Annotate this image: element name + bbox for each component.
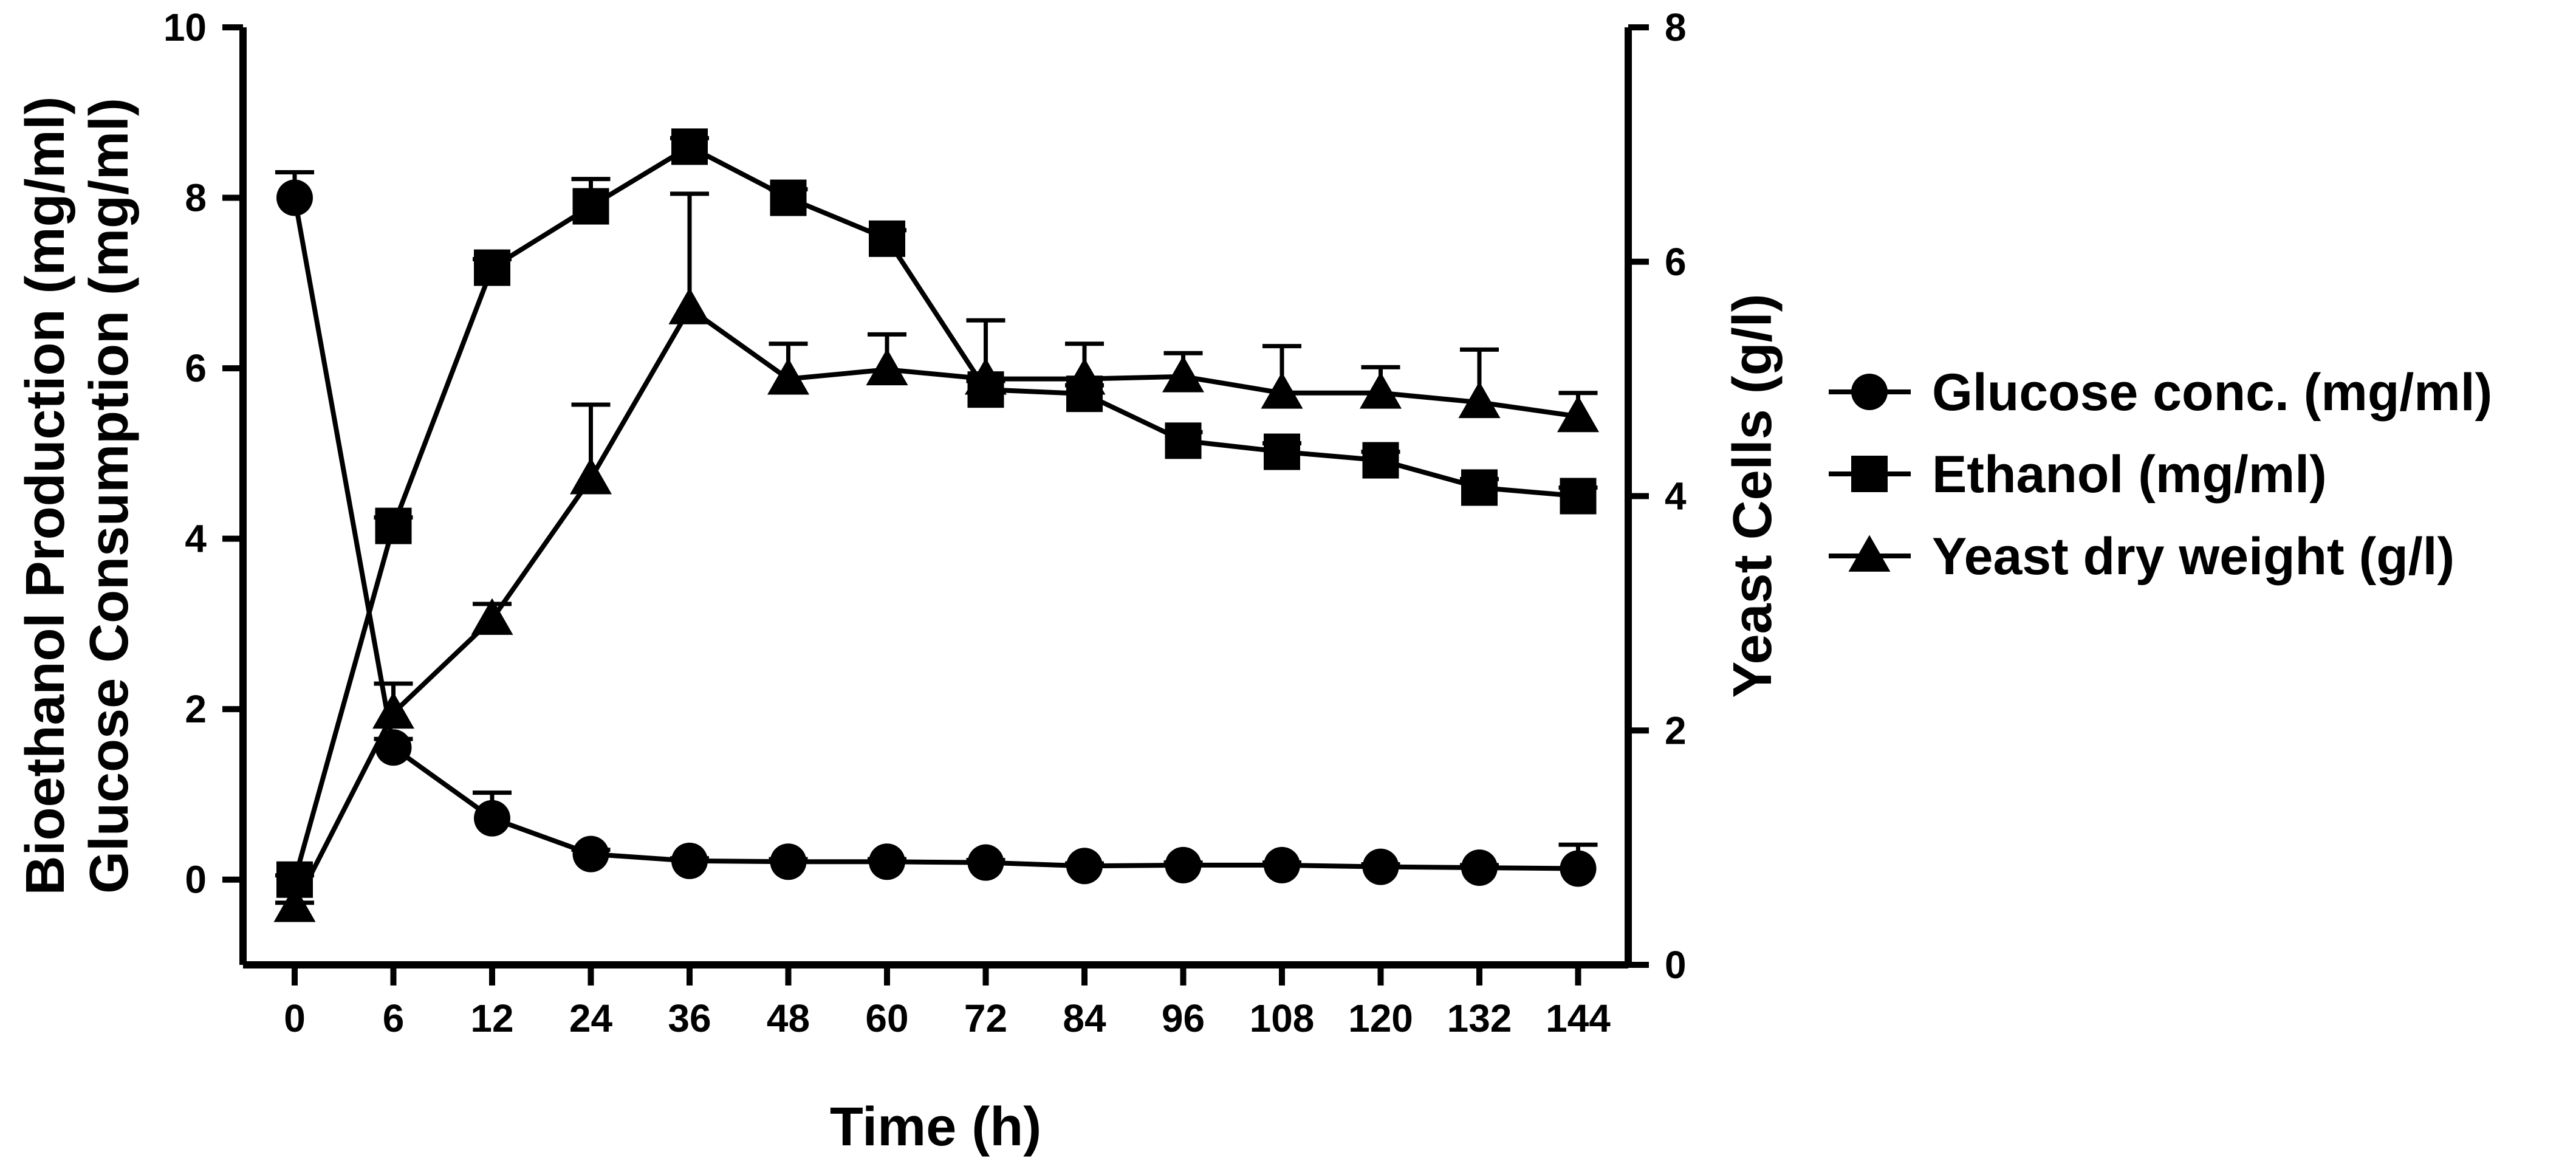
right-y-tick-label: 4	[1665, 475, 1687, 518]
left-y-tick-label: 8	[185, 176, 207, 220]
legend-marker-square	[1851, 456, 1888, 492]
data-point	[1165, 422, 1202, 459]
x-tick-label: 6	[383, 996, 405, 1040]
legend-label: Yeast dry weight (g/l)	[1932, 527, 2454, 586]
series-line	[292, 197, 1578, 871]
data-point	[1063, 358, 1106, 395]
legend-marker-triangle	[1848, 535, 1891, 572]
x-tick-label: 12	[470, 996, 513, 1040]
x-ticks: 0 6 12 24 36 48 60 72 84 96 108 120 132 144	[284, 965, 1611, 1040]
x-tick-label: 0	[284, 996, 306, 1040]
x-tick-label: 72	[964, 996, 1007, 1040]
data-point	[671, 842, 708, 879]
data-point	[474, 249, 510, 286]
right-y-tick-label: 2	[1665, 708, 1687, 752]
x-tick-label: 144	[1546, 996, 1611, 1040]
x-tick-label: 120	[1348, 996, 1413, 1040]
right-y-tick-label: 6	[1665, 240, 1687, 284]
data-point	[767, 358, 809, 395]
x-tick-label: 108	[1250, 996, 1315, 1040]
left-y-tick-label: 0	[185, 858, 207, 902]
data-point	[375, 729, 412, 766]
right-y-tick-label: 8	[1665, 5, 1687, 49]
data-point	[770, 843, 807, 880]
data-point	[572, 188, 609, 225]
data-point	[1162, 355, 1204, 393]
legend: Glucose conc. (mg/ml) Ethanol (mg/ml) Yeas…	[1829, 363, 2492, 586]
data-point	[273, 885, 316, 922]
data-point	[375, 507, 412, 544]
data-point	[372, 691, 414, 729]
x-tick-label: 132	[1447, 996, 1512, 1040]
left-y-axis-title-1: Bioethanol Production (mg/ml)	[15, 97, 76, 896]
right-y-ticks: 0 2 4 6 8	[1628, 5, 1687, 987]
data-point	[1362, 848, 1399, 885]
data-point	[1458, 381, 1501, 419]
data-point	[1560, 478, 1597, 515]
data-point	[1066, 848, 1103, 885]
data-point	[967, 844, 1004, 881]
data-point	[770, 179, 807, 216]
legend-label: Glucose conc. (mg/ml)	[1932, 363, 2492, 422]
x-tick-label: 60	[865, 996, 908, 1040]
left-y-axis-title-2: Glucose Consumption (mg/ml)	[79, 98, 140, 894]
legend-item: Ethanol (mg/ml)	[1829, 445, 2327, 504]
legend-label: Ethanol (mg/ml)	[1932, 445, 2327, 504]
series-triangle	[273, 191, 1599, 922]
legend-item: Glucose conc. (mg/ml)	[1829, 363, 2492, 422]
x-tick-label: 36	[668, 996, 711, 1040]
data-point	[276, 179, 313, 216]
data-point	[1461, 849, 1498, 886]
right-y-tick-label: 0	[1665, 943, 1687, 987]
data-point	[668, 287, 711, 324]
legend-item: Yeast dry weight (g/l)	[1829, 527, 2454, 586]
data-point	[570, 458, 612, 495]
data-point	[572, 835, 609, 872]
data-point	[965, 358, 1007, 395]
data-point	[1557, 395, 1599, 433]
x-tick-label: 84	[1063, 996, 1106, 1040]
data-point	[471, 598, 513, 635]
data-point	[671, 128, 708, 165]
left-y-tick-label: 10	[163, 5, 207, 49]
left-y-tick-label: 6	[185, 346, 207, 390]
legend-marker-circle	[1851, 374, 1888, 410]
data-point	[869, 843, 905, 880]
series-layer	[273, 128, 1599, 922]
series-square	[275, 128, 1598, 898]
x-axis-title: Time (h)	[830, 1097, 1041, 1157]
data-point	[1264, 433, 1300, 470]
left-y-tick-label: 2	[185, 687, 207, 731]
data-point	[1261, 372, 1303, 409]
left-y-tick-label: 4	[185, 517, 207, 561]
left-y-ticks: 0 2 4 6 8 10	[163, 5, 243, 902]
right-y-axis-title: Yeast Cells (g/l)	[1722, 293, 1783, 698]
data-point	[1461, 469, 1498, 506]
data-point	[474, 800, 510, 837]
series-circle	[275, 170, 1598, 887]
data-point	[1362, 442, 1399, 479]
data-point	[1165, 846, 1202, 883]
data-point	[869, 220, 905, 257]
data-point	[1264, 846, 1300, 883]
data-point	[1560, 850, 1597, 887]
x-tick-label: 24	[569, 996, 613, 1040]
data-point	[866, 348, 908, 386]
x-tick-label: 48	[767, 996, 810, 1040]
series-line	[292, 306, 1579, 908]
x-tick-label: 96	[1162, 996, 1205, 1040]
data-point	[1360, 372, 1402, 409]
